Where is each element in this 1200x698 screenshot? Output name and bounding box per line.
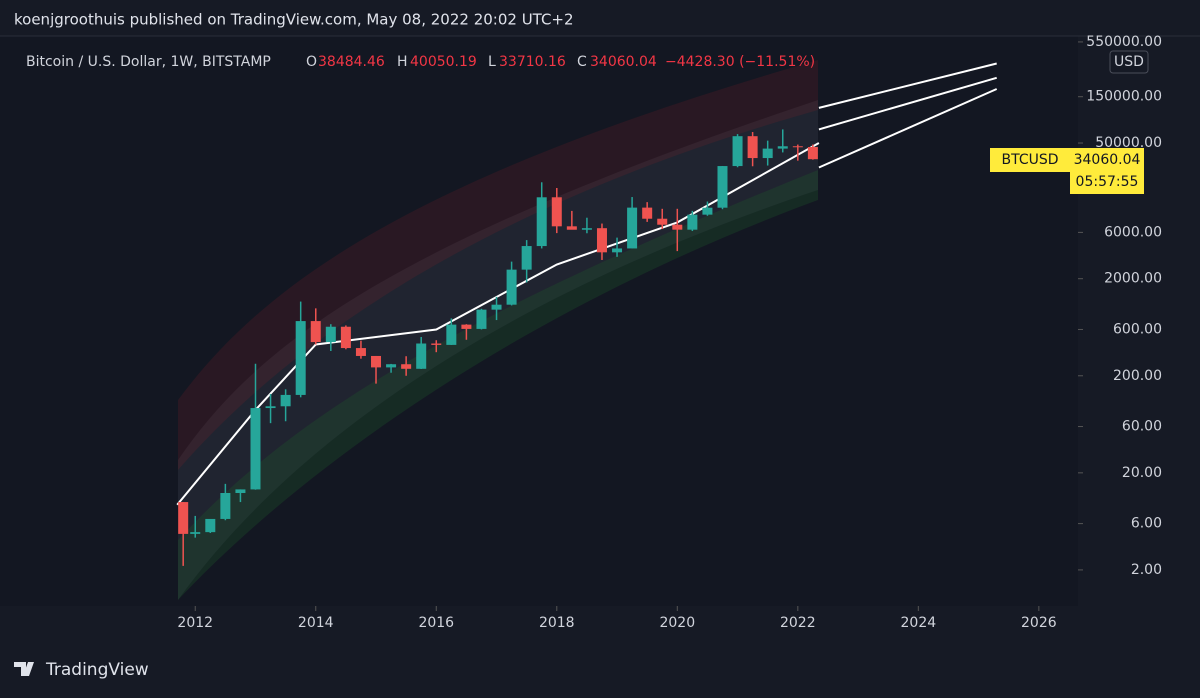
candle-body — [250, 408, 261, 490]
plot — [176, 62, 998, 566]
band-lower — [178, 170, 818, 600]
y-tick-label: 2.00 — [1131, 562, 1162, 578]
x-tick-label: 2016 — [418, 615, 454, 631]
candle-body — [657, 218, 668, 225]
candle-body — [190, 532, 201, 534]
candle-body — [235, 489, 246, 493]
symbol-tag-label: BTCUSD — [1001, 152, 1058, 168]
y-unit[interactable]: USD — [1114, 54, 1144, 70]
tv-logo: TradingView — [14, 660, 149, 680]
legend: Bitcoin / U.S. Dollar, 1W, BITSTAMP O 38… — [26, 54, 815, 70]
candle-body — [551, 197, 562, 227]
candle-body — [612, 248, 623, 253]
high-label: H — [397, 54, 408, 70]
candle-body — [627, 207, 638, 249]
candle-body — [687, 214, 698, 230]
low-label: L — [488, 54, 496, 70]
candle-body — [401, 364, 412, 369]
x-tick-label: 2020 — [659, 615, 695, 631]
low-value: 33710.16 — [499, 54, 566, 70]
y-tick-label: 150000.00 — [1086, 89, 1162, 105]
candle-body — [491, 304, 502, 310]
open-value: 38484.46 — [318, 54, 385, 70]
candle-body — [431, 343, 442, 345]
symbol-title: Bitcoin / U.S. Dollar, 1W, BITSTAMP — [26, 54, 271, 70]
y-tick-label: 6.00 — [1131, 516, 1162, 532]
open-label: O — [306, 54, 317, 70]
x-tick-label: 2014 — [298, 615, 334, 631]
high-value: 40050.19 — [410, 54, 477, 70]
candle-body — [702, 207, 713, 215]
unit-box[interactable] — [1109, 50, 1149, 74]
candle-body — [446, 324, 457, 345]
candle-body — [717, 166, 728, 208]
candle-body — [476, 309, 487, 329]
candle-body — [777, 146, 788, 149]
candle-body — [747, 136, 758, 159]
candle-body — [416, 343, 427, 369]
regression-line — [818, 76, 997, 131]
y-tick-label: 6000.00 — [1104, 224, 1162, 240]
close-value: 34060.04 — [590, 54, 657, 70]
candle-body — [178, 502, 189, 534]
band-upper — [178, 60, 818, 470]
x-tick-label: 2024 — [901, 615, 937, 631]
candle-body — [371, 355, 382, 368]
y-tick-label: 200.00 — [1113, 368, 1162, 384]
candle-body — [355, 348, 366, 356]
y-tick-label: 60.00 — [1122, 419, 1162, 435]
candle-body — [386, 364, 397, 368]
x-tick-label: 2022 — [780, 615, 816, 631]
price-tag-countdown: 05:57:55 — [1076, 174, 1139, 190]
x-tick-label: 2026 — [1021, 615, 1057, 631]
candle-body — [581, 228, 592, 230]
candle-body — [280, 394, 291, 407]
candle-body — [642, 207, 653, 219]
y-tick-label: 20.00 — [1122, 465, 1162, 481]
x-tick-label: 2018 — [539, 615, 575, 631]
candle-body — [506, 269, 517, 305]
price-tag — [1070, 148, 1144, 194]
price-tag-value: 34060.04 — [1074, 152, 1141, 168]
change: −4428.30 (−11.51%) — [665, 54, 815, 70]
candle-body — [310, 321, 321, 343]
x-tick-label: 2012 — [177, 615, 213, 631]
symbol-tag — [990, 148, 1070, 172]
footer-brand: TradingView — [45, 660, 149, 680]
candle-body — [672, 224, 683, 230]
candle-body — [295, 321, 306, 395]
candle-body — [521, 246, 532, 270]
y-tick-label: 2000.00 — [1104, 271, 1162, 287]
candle-body — [325, 326, 336, 343]
y-tick-label: 600.00 — [1113, 321, 1162, 337]
candle-body — [792, 146, 803, 148]
candle-body — [536, 197, 547, 247]
candle-body — [340, 326, 351, 349]
regression-line — [818, 62, 997, 109]
candle-body — [205, 518, 216, 533]
logo-mark — [14, 662, 34, 676]
y-tick-label: 550000.00 — [1086, 34, 1162, 50]
regression-line — [818, 88, 998, 169]
publisher: koenjgroothuis published on TradingView.… — [14, 11, 574, 29]
candle-body — [220, 492, 231, 519]
close-label: C — [577, 54, 587, 70]
candle-body — [762, 148, 773, 159]
candle-body — [265, 406, 276, 409]
y-tick-label: 50000.00 — [1095, 135, 1162, 151]
band-mid — [178, 100, 818, 600]
candle-body — [807, 146, 818, 160]
candle-body — [461, 324, 472, 329]
candle-body — [732, 136, 743, 167]
candle-body — [596, 228, 607, 253]
candle-body — [566, 226, 577, 230]
